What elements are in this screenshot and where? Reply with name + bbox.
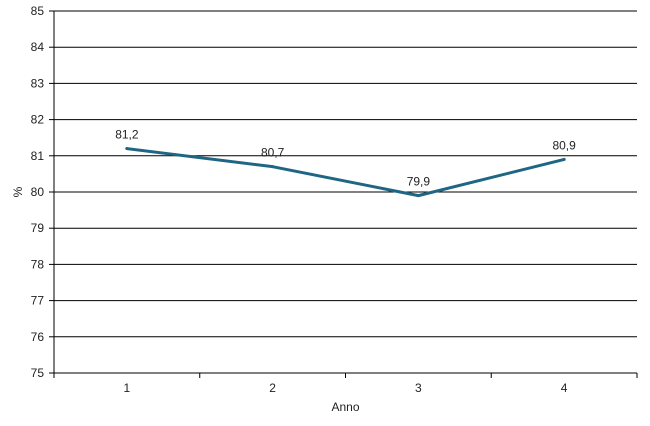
x-tick-label-2: 2 [269, 381, 276, 395]
data-labels: 81,2 80,7 79,9 80,9 [115, 128, 576, 189]
data-label-3: 79,9 [407, 175, 431, 189]
x-tick-label-3: 3 [415, 381, 422, 395]
data-label-2: 80,7 [261, 146, 285, 160]
x-tick-label-4: 4 [561, 381, 568, 395]
series-layer [125, 147, 566, 198]
y-axis-title: % [11, 186, 25, 197]
y-tick-label-83: 83 [31, 76, 45, 90]
y-tick-label-81: 81 [31, 149, 45, 163]
y-tick-label-84: 84 [31, 40, 45, 54]
x-axis-title: Anno [331, 400, 359, 414]
data-point-4 [562, 157, 566, 161]
y-tick-label-76: 76 [31, 330, 45, 344]
data-point-2 [271, 165, 275, 169]
y-tick-label-78: 78 [31, 257, 45, 271]
y-tick-label-77: 77 [31, 294, 45, 308]
gridlines [54, 10, 637, 338]
axes [49, 10, 638, 378]
y-tick-label-80: 80 [31, 185, 45, 199]
data-point-3 [416, 194, 420, 198]
y-tick-label-75: 75 [31, 366, 45, 380]
data-label-4: 80,9 [552, 138, 576, 152]
data-point-1 [125, 147, 129, 151]
y-axis-tick-labels: 75 76 77 78 79 80 81 82 83 84 85 [31, 4, 45, 380]
data-label-1: 81,2 [115, 128, 139, 142]
y-tick-label-82: 82 [31, 113, 45, 127]
y-tick-label-79: 79 [31, 221, 45, 235]
x-tick-label-1: 1 [124, 381, 131, 395]
y-tick-label-85: 85 [31, 4, 45, 18]
x-axis-tick-labels: 1 2 3 4 [124, 381, 568, 395]
series-line-0 [125, 147, 566, 198]
